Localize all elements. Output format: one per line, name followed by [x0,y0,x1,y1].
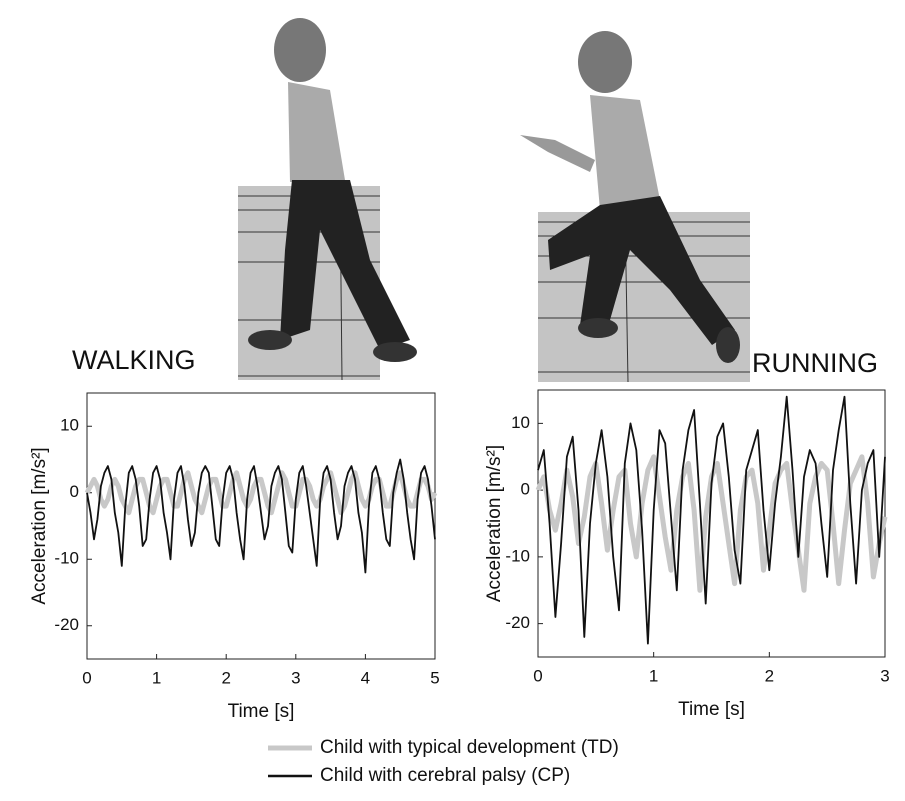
x-tick-label: 4 [361,668,370,687]
running-illustration [520,31,750,382]
x-tick-label: 1 [152,668,161,687]
figure: 012345-20-10010WALKINGTime [s]Accelerati… [0,0,905,796]
y-tick-label: 0 [70,482,79,501]
x-tick-label: 0 [533,666,542,685]
plot-area [87,393,435,659]
x-tick-label: 3 [291,668,300,687]
chart-title: WALKING [72,345,196,375]
x-tick-label: 3 [880,666,889,685]
y-axis-label: Acceleration [m/s²] [29,447,50,604]
x-tick-label: 0 [82,668,91,687]
y-tick-label: 10 [511,413,530,432]
x-tick-label: 2 [221,668,230,687]
y-axis-label: Acceleration [m/s²] [484,445,505,602]
walking-illustration [238,18,417,380]
y-tick-label: -10 [54,549,79,568]
y-tick-label: -10 [505,546,530,565]
x-axis-label: Time [s] [678,699,745,720]
x-axis-label: Time [s] [228,701,295,722]
y-tick-label: 0 [521,480,530,499]
x-tick-label: 5 [430,668,439,687]
x-tick-label: 2 [765,666,774,685]
y-tick-label: -20 [505,613,530,632]
chart-title: RUNNING [752,348,878,378]
legend-label: Child with cerebral palsy (CP) [320,765,570,786]
x-tick-label: 1 [649,666,658,685]
legend-label: Child with typical development (TD) [320,737,619,758]
page: 012345-20-10010WALKINGTime [s]Accelerati… [0,0,905,801]
y-tick-label: 10 [60,416,79,435]
y-tick-label: -20 [54,615,79,634]
